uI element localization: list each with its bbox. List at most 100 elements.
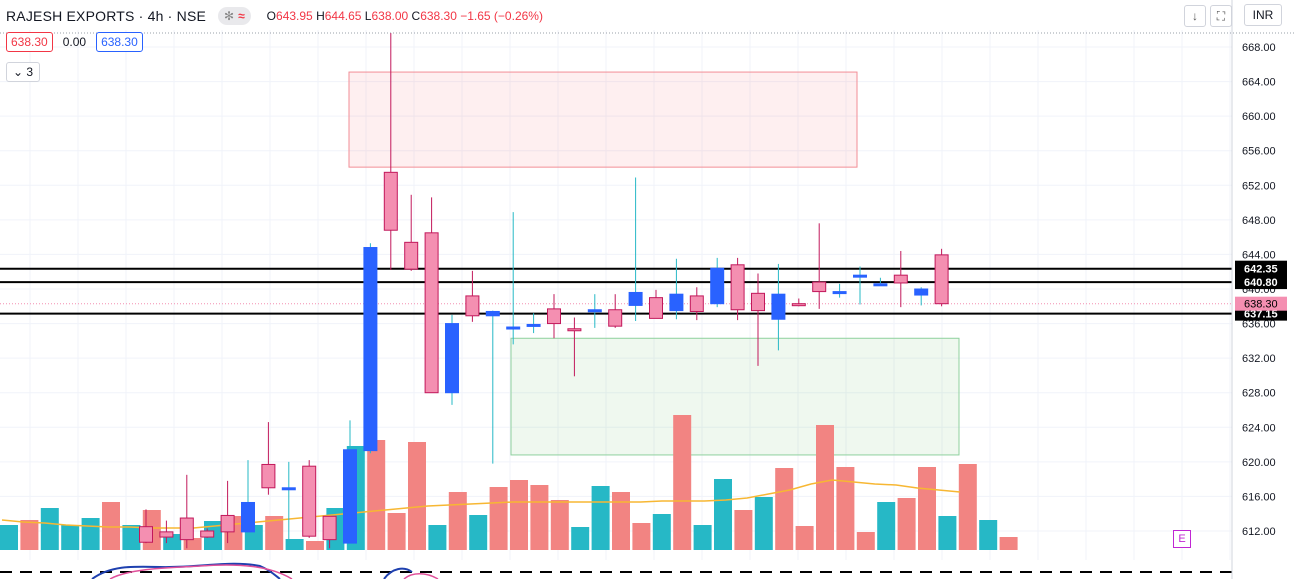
candle-body: [832, 291, 847, 295]
spread-value: 0.00: [62, 35, 87, 49]
volume-bar: [897, 498, 916, 550]
supply-zone: [348, 71, 858, 168]
candle-body: [241, 501, 255, 533]
candle-body: [587, 309, 602, 313]
download-button[interactable]: ↓: [1184, 5, 1206, 27]
level-label-box: [1235, 274, 1287, 290]
candle-body: [383, 171, 398, 231]
volume-bar: [652, 514, 671, 550]
volume-bar: [632, 523, 651, 550]
volume-bar: [0, 525, 18, 550]
candle-body: [424, 232, 439, 394]
open-value: 643.95: [276, 9, 313, 23]
maximize-icon: ⛶: [1216, 8, 1226, 23]
volume-bar: [979, 520, 998, 550]
trade-panel: 638.30 0.00 638.30: [6, 32, 143, 52]
volume-bar: [102, 502, 120, 550]
volume-bar: [489, 487, 508, 550]
price-tick-label: 652.00: [1242, 180, 1276, 192]
volume-bar: [550, 500, 569, 550]
candle-body: [812, 281, 827, 293]
volume-bar: [918, 467, 936, 550]
volume-bar: [40, 508, 59, 550]
volume-bar: [448, 492, 467, 550]
volume-bar: [510, 480, 528, 550]
candle-body: [159, 531, 174, 538]
wave-icon: ≈: [238, 9, 245, 23]
candle-body: [873, 283, 888, 287]
volume-bar: [877, 502, 896, 550]
candle-body: [791, 303, 806, 307]
candle-body: [139, 526, 153, 543]
price-tick-label: 624.00: [1242, 422, 1276, 434]
candle-body: [220, 514, 235, 533]
price-tick-label: 648.00: [1242, 215, 1276, 227]
price-tick-label: 628.00: [1242, 388, 1276, 400]
earnings-event-marker[interactable]: E: [1173, 530, 1191, 548]
volume-bar: [999, 537, 1018, 550]
candle-body: [567, 328, 582, 332]
indicators-count: 3: [26, 65, 34, 79]
last-price-box: [1235, 296, 1287, 311]
candle-body: [853, 274, 867, 278]
candle-body: [934, 254, 949, 305]
candle-body: [485, 310, 500, 317]
candle-body: [893, 274, 908, 284]
fullscreen-button[interactable]: ⛶: [1210, 5, 1232, 27]
volume-bar: [571, 527, 590, 550]
price-tick-label: 660.00: [1242, 111, 1276, 123]
volume-bar: [408, 442, 426, 550]
volume-bar: [714, 479, 732, 550]
symbol-title[interactable]: RAJESH EXPORTS · 4h · NSE: [6, 8, 207, 24]
candle-body: [179, 517, 194, 541]
volume-bar: [265, 516, 284, 550]
change-value: −1.65 (−0.26%): [460, 9, 543, 23]
oscillator-line-2: [383, 567, 413, 579]
candle-body: [343, 449, 357, 544]
candle-body: [281, 487, 296, 491]
status-pill[interactable]: ✻ ≈: [218, 7, 251, 25]
candle-body: [404, 241, 419, 270]
candle-body: [506, 326, 521, 330]
volume-bar: [938, 516, 957, 550]
sell-button[interactable]: 638.30: [6, 32, 53, 52]
chevron-down-icon: ⌄: [13, 65, 24, 79]
volume-bar: [734, 510, 753, 550]
last-price-label: 638.30: [1244, 299, 1278, 311]
currency-select[interactable]: INR: [1244, 4, 1282, 26]
price-tick-label: 612.00: [1242, 526, 1276, 538]
candle-body: [302, 465, 317, 537]
oscillator-signal-line-2: [403, 573, 439, 579]
arrow-down-icon: ↓: [1192, 9, 1198, 23]
volume-bar: [754, 497, 773, 550]
volume-bar: [306, 541, 324, 550]
buy-button[interactable]: 638.30: [96, 32, 143, 52]
close-value: 638.30: [420, 9, 457, 23]
candle-body: [261, 463, 276, 489]
volume-ma-line: [1, 479, 961, 529]
candle-body: [363, 247, 378, 452]
volume-bar: [591, 486, 610, 550]
candle-body: [608, 309, 623, 327]
price-tick-label: 656.00: [1242, 146, 1276, 158]
price-tick-label: 664.00: [1242, 77, 1276, 89]
indicators-toggle[interactable]: ⌄ 3: [6, 62, 41, 82]
volume-bar: [469, 515, 488, 550]
volume-bar: [816, 425, 834, 550]
price-tick-label: 668.00: [1242, 42, 1276, 54]
level-label: 637.15: [1244, 309, 1278, 321]
ohlc-values: O643.95 H644.65 L638.00 C638.30 −1.65 (−…: [266, 9, 543, 23]
volume-bar: [530, 485, 549, 550]
volume-bar: [673, 415, 692, 550]
level-label: 640.80: [1244, 277, 1278, 289]
candle-body: [322, 515, 337, 541]
demand-zone: [510, 337, 960, 456]
candle-body: [689, 295, 704, 312]
level-label-box: [1235, 260, 1287, 276]
symbol-header: RAJESH EXPORTS · 4h · NSE ✻ ≈ O643.95 H6…: [6, 6, 543, 26]
low-value: 638.00: [371, 9, 409, 23]
volume-bar: [836, 467, 855, 550]
volume-bar: [693, 525, 712, 550]
volume-bar: [612, 492, 630, 550]
